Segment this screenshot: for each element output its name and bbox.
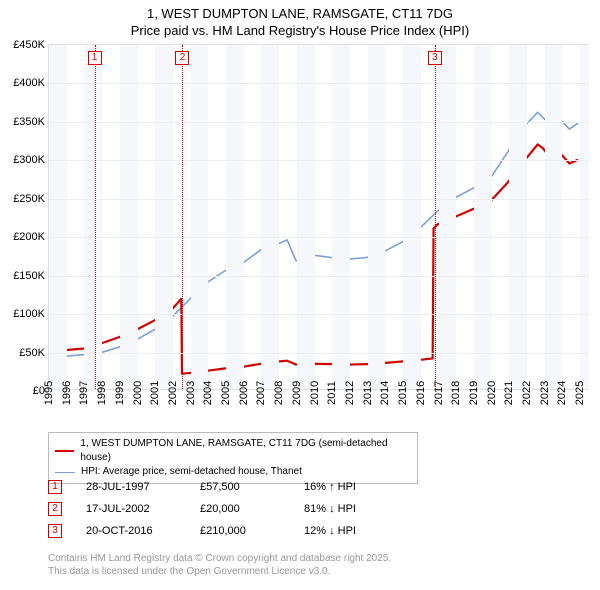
x-axis-label: 2021 [503, 381, 515, 405]
sales-marker-box: 1 [48, 480, 62, 494]
year-band [439, 45, 457, 389]
y-axis-label: £100K [13, 308, 45, 320]
x-axis-label: 2020 [486, 381, 498, 405]
legend-item: 1, WEST DUMPTON LANE, RAMSGATE, CT11 7DG… [55, 437, 411, 465]
x-axis-label: 2024 [556, 381, 568, 405]
sales-date: 20-OCT-2016 [86, 525, 176, 537]
legend-label: 1, WEST DUMPTON LANE, RAMSGATE, CT11 7DG… [80, 437, 411, 465]
x-axis-label: 2013 [362, 381, 374, 405]
y-axis-label: £300K [13, 154, 45, 166]
year-band [84, 45, 102, 389]
x-axis-label: 2001 [149, 381, 161, 405]
year-band [261, 45, 279, 389]
year-band [368, 45, 386, 389]
x-axis-label: 1997 [78, 381, 90, 405]
x-axis-label: 2011 [326, 381, 338, 405]
sales-row: 2 17-JUL-2002 £20,000 81% ↓ HPI [48, 498, 404, 520]
sale-marker-box: 3 [428, 51, 442, 65]
sale-marker-box: 1 [88, 51, 102, 65]
sales-row: 3 20-OCT-2016 £210,000 12% ↓ HPI [48, 520, 404, 542]
sale-marker-box: 2 [175, 51, 189, 65]
gridline-h [49, 199, 587, 200]
sales-date: 17-JUL-2002 [86, 503, 176, 515]
x-axis-label: 2006 [238, 381, 250, 405]
x-axis-label: 2023 [539, 381, 551, 405]
year-band [332, 45, 350, 389]
sales-delta: 12% ↓ HPI [304, 525, 404, 537]
sales-delta: 81% ↓ HPI [304, 503, 404, 515]
x-axis-label: 2025 [574, 381, 586, 405]
x-axis-label: 2005 [220, 381, 232, 405]
year-band [580, 45, 589, 389]
x-axis-label: 2016 [415, 381, 427, 405]
sales-date: 28-JUL-1997 [86, 481, 176, 493]
title-line-2: Price paid vs. HM Land Registry's House … [0, 23, 600, 40]
sale-marker-line [95, 45, 96, 389]
title-line-1: 1, WEST DUMPTON LANE, RAMSGATE, CT11 7DG [0, 6, 600, 23]
sale-marker-line [435, 45, 436, 389]
attribution-line-1: Contains HM Land Registry data © Crown c… [48, 552, 391, 565]
gridline-h [49, 83, 587, 84]
plot-area: £0£50K£100K£150K£200K£250K£300K£350K£400… [48, 44, 588, 390]
x-axis-label: 2009 [291, 381, 303, 405]
sales-marker-box: 2 [48, 502, 62, 516]
gridline-h [49, 237, 587, 238]
x-axis-label: 2015 [397, 381, 409, 405]
y-axis-label: £400K [13, 77, 45, 89]
sale-marker-line [182, 45, 183, 389]
attribution-line-2: This data is licensed under the Open Gov… [48, 565, 391, 578]
y-axis-label: £350K [13, 116, 45, 128]
x-axis-label: 1998 [96, 381, 108, 405]
y-axis-label: £200K [13, 231, 45, 243]
x-axis-label: 1996 [61, 381, 73, 405]
x-axis-label: 2010 [309, 381, 321, 405]
year-band [403, 45, 421, 389]
x-axis-label: 2018 [450, 381, 462, 405]
x-axis-label: 1995 [43, 381, 55, 405]
gridline-h [49, 314, 587, 315]
gridline-h [49, 122, 587, 123]
y-axis-label: £50K [19, 347, 45, 359]
x-axis-label: 2019 [468, 381, 480, 405]
x-axis-label: 2003 [185, 381, 197, 405]
gridline-h [49, 276, 587, 277]
attribution-text: Contains HM Land Registry data © Crown c… [48, 552, 391, 578]
year-band [191, 45, 209, 389]
sales-row: 1 28-JUL-1997 £57,500 16% ↑ HPI [48, 476, 404, 498]
year-band [120, 45, 138, 389]
sales-table: 1 28-JUL-1997 £57,500 16% ↑ HPI 2 17-JUL-2002… [48, 476, 404, 542]
chart-container: 1, WEST DUMPTON LANE, RAMSGATE, CT11 7DG… [0, 0, 600, 590]
year-band [155, 45, 173, 389]
year-band [545, 45, 563, 389]
x-axis-label: 2014 [379, 381, 391, 405]
x-axis-label: 2022 [521, 381, 533, 405]
legend-swatch [55, 450, 74, 452]
y-axis-label: £150K [13, 270, 45, 282]
legend-swatch [55, 472, 75, 473]
sales-price: £210,000 [200, 525, 280, 537]
sales-price: £57,500 [200, 481, 280, 493]
year-band [297, 45, 315, 389]
x-axis-label: 2012 [344, 381, 356, 405]
x-axis-label: 2007 [255, 381, 267, 405]
gridline-h [49, 160, 587, 161]
gridline-h [49, 353, 587, 354]
x-axis-label: 2000 [132, 381, 144, 405]
sales-delta: 16% ↑ HPI [304, 481, 404, 493]
year-band [49, 45, 67, 389]
chart-title: 1, WEST DUMPTON LANE, RAMSGATE, CT11 7DG… [0, 0, 600, 40]
year-band [509, 45, 527, 389]
x-axis-label: 1999 [114, 381, 126, 405]
sales-marker-box: 3 [48, 524, 62, 538]
y-axis-label: £450K [13, 39, 45, 51]
year-band [226, 45, 244, 389]
sales-price: £20,000 [200, 503, 280, 515]
x-axis-label: 2008 [273, 381, 285, 405]
x-axis-label: 2002 [167, 381, 179, 405]
y-axis-label: £250K [13, 193, 45, 205]
x-axis-label: 2004 [202, 381, 214, 405]
year-band [474, 45, 492, 389]
